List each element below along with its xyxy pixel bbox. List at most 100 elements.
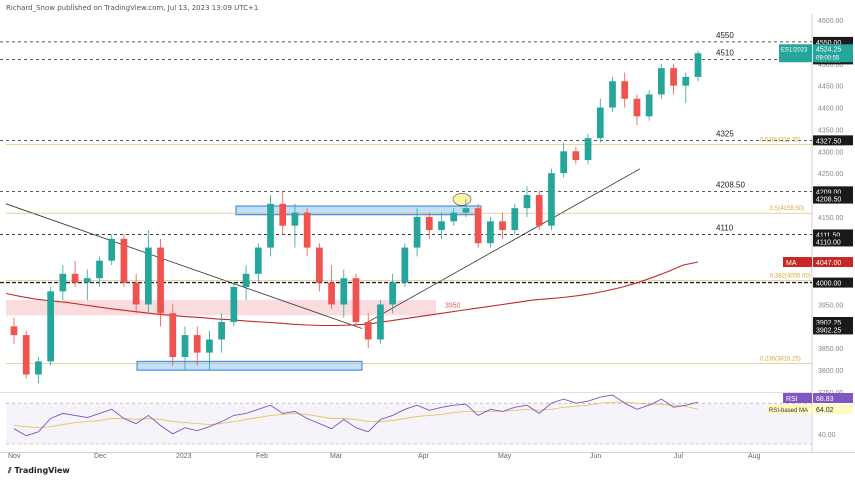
candle-body <box>108 238 116 261</box>
candle-body <box>230 286 238 322</box>
candle-body <box>499 221 506 231</box>
candle-body <box>59 273 67 292</box>
candle-body <box>377 304 384 340</box>
candle-body <box>242 273 250 287</box>
countdown-label: 09:00:55 <box>816 55 840 61</box>
fib-label: 0.236(3815.25) <box>760 356 801 362</box>
candle-body <box>120 238 128 283</box>
candle-body <box>303 212 311 248</box>
candle-body <box>254 247 262 274</box>
rsi-band <box>6 403 812 444</box>
candle-body <box>352 278 360 322</box>
candle-body <box>670 68 677 86</box>
candle-body <box>609 81 616 108</box>
time-axis-tick: Jun <box>590 453 601 460</box>
level-axis-label: 4327.50 <box>816 138 841 145</box>
level-label: 4325 <box>716 129 734 138</box>
candle-body <box>548 173 555 226</box>
level-label: 4208.50 <box>716 180 745 189</box>
candle-body <box>22 335 30 375</box>
candle-body <box>193 335 201 353</box>
moving-average-line <box>5 261 699 327</box>
price-axis-tick: 4450.00 <box>818 84 843 91</box>
candle-body <box>584 138 592 161</box>
level-axis-label-bg <box>813 186 853 197</box>
extra-axis-label-bg <box>813 236 853 247</box>
candle-body <box>96 260 103 279</box>
price-axis-tick: 4400.00 <box>818 106 843 113</box>
time-axis-tick: Mar <box>330 453 343 460</box>
rsi-value-bg <box>813 393 853 403</box>
candle-body <box>486 221 494 244</box>
candle-body <box>340 278 348 305</box>
rsi-ma-value-bg <box>813 404 853 414</box>
candle-body <box>438 221 445 231</box>
candle-body <box>144 247 152 305</box>
level-label: 4550 <box>716 31 734 40</box>
breakout-marker <box>452 193 472 206</box>
ma-value: 4047.00 <box>816 260 841 267</box>
candle-body <box>279 203 287 226</box>
rsi-value: 68.83 <box>816 396 834 403</box>
candle-body <box>560 151 568 174</box>
attribution-text: Richard_Snow published on TradingView.co… <box>6 4 259 12</box>
candle-body <box>694 53 702 77</box>
level-axis-label: 4111.50 <box>816 232 840 239</box>
candle-body <box>47 291 55 362</box>
candle-body <box>291 212 299 226</box>
candle-body <box>364 321 372 340</box>
price-axis-tick: 4500.00 <box>818 62 843 69</box>
ma-label-bg <box>783 257 812 268</box>
tradingview-logo-text: TradingView <box>14 466 70 475</box>
extra-axis-label: 3902.25 <box>816 327 841 334</box>
rsi-ma-label-bg <box>767 404 812 414</box>
candle-body <box>682 76 690 86</box>
rsi-line <box>13 394 699 437</box>
last-price-label: 4524.25 <box>816 46 841 53</box>
extra-axis-label: 3902.25 <box>816 320 841 327</box>
candle-body <box>633 98 641 117</box>
level-axis-label-bg <box>813 36 853 47</box>
descending-trendline <box>5 203 363 329</box>
symbol-label-bg <box>779 44 812 63</box>
rsi-ma-value: 64.02 <box>816 407 834 414</box>
rsi-label: RSI <box>786 396 798 403</box>
price-axis-tick: 4600.00 <box>818 18 843 25</box>
candle-body <box>328 282 335 305</box>
fib-label: 0.5(4158.50) <box>770 206 804 212</box>
level-axis-label: 4000.00 <box>816 281 841 288</box>
level-label: 4510 <box>716 48 734 57</box>
last-price-bg <box>813 44 853 63</box>
candle-body <box>621 81 629 99</box>
candle-body <box>35 361 42 375</box>
price-axis-tick: 3850.00 <box>818 346 843 353</box>
time-axis-tick: 2023 <box>176 453 192 460</box>
level-axis-label: 4550.00 <box>816 40 841 47</box>
candle-body <box>132 282 140 305</box>
ma-value-bg <box>813 257 853 268</box>
candle-body <box>218 321 226 340</box>
price-axis-tick: 3950.00 <box>818 302 843 309</box>
symbol-label: ES1!2023 <box>781 47 808 53</box>
time-axis-tick: Jul <box>674 453 683 460</box>
time-axis-tick: Dec <box>94 453 107 460</box>
price-axis-tick: 3800.00 <box>818 368 843 375</box>
candle-body <box>596 107 604 139</box>
extra-axis-label: 4208.50 <box>816 197 841 204</box>
time-axis-tick: Nov <box>8 453 21 460</box>
fib-label: 0.618(4315.75) <box>760 137 801 143</box>
rsi-ma-label: RSI-based MA <box>769 408 808 414</box>
candle-body <box>157 247 164 314</box>
candle-body <box>181 335 189 357</box>
candle-body <box>474 208 482 244</box>
fib-label: 0.382(4005.00) <box>770 273 811 279</box>
candle-body <box>401 247 409 283</box>
tradingview-logo-icon: ⫽ <box>8 466 15 475</box>
candle-body <box>315 247 323 283</box>
candle-body <box>425 216 433 231</box>
time-axis-tick: Feb <box>256 453 268 460</box>
zone-annotation: 3950 <box>445 302 461 309</box>
candle-body <box>83 278 91 283</box>
ma-label: MA <box>786 260 797 267</box>
